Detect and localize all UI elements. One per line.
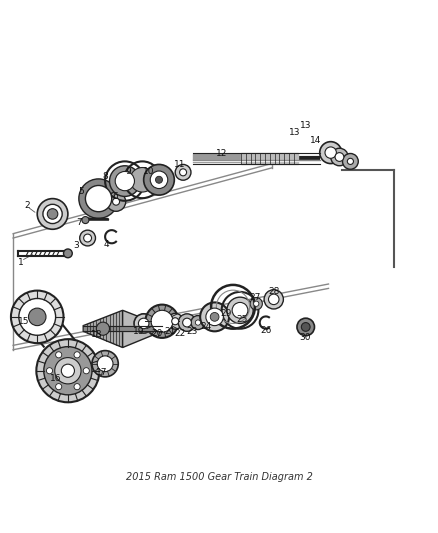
Circle shape xyxy=(46,368,53,374)
Circle shape xyxy=(79,179,118,219)
Text: 7: 7 xyxy=(76,218,82,227)
Circle shape xyxy=(301,322,310,332)
Text: 28: 28 xyxy=(268,287,279,295)
Text: 25: 25 xyxy=(237,316,248,325)
Text: 20: 20 xyxy=(151,329,162,338)
Circle shape xyxy=(183,318,191,327)
Circle shape xyxy=(11,290,64,343)
Circle shape xyxy=(85,185,112,212)
Text: 18: 18 xyxy=(91,330,102,339)
Text: 2: 2 xyxy=(25,201,30,209)
Text: 2015 Ram 1500 Gear Train Diagram 2: 2015 Ram 1500 Gear Train Diagram 2 xyxy=(126,472,312,482)
Text: 13: 13 xyxy=(289,128,300,138)
Text: 6: 6 xyxy=(112,192,118,201)
Text: 29: 29 xyxy=(220,309,231,318)
Text: 3: 3 xyxy=(74,241,80,250)
Circle shape xyxy=(56,352,62,358)
Circle shape xyxy=(155,176,162,183)
Text: 15: 15 xyxy=(18,317,29,326)
Circle shape xyxy=(28,308,46,326)
Text: 30: 30 xyxy=(300,333,311,342)
Circle shape xyxy=(175,165,191,180)
Circle shape xyxy=(297,318,314,336)
Circle shape xyxy=(130,167,155,192)
Text: 8: 8 xyxy=(102,172,108,181)
Circle shape xyxy=(134,314,153,333)
Text: 19: 19 xyxy=(133,327,145,336)
Circle shape xyxy=(254,301,259,306)
Text: 14: 14 xyxy=(310,136,321,145)
Circle shape xyxy=(74,384,80,390)
Circle shape xyxy=(37,199,68,229)
Text: 11: 11 xyxy=(174,160,185,169)
Circle shape xyxy=(80,230,95,246)
Circle shape xyxy=(82,216,89,223)
Circle shape xyxy=(150,171,168,189)
Circle shape xyxy=(144,165,174,195)
Text: 10: 10 xyxy=(143,166,155,175)
Circle shape xyxy=(331,148,348,166)
Text: 24: 24 xyxy=(200,322,212,332)
Circle shape xyxy=(64,249,72,258)
Text: 17: 17 xyxy=(96,368,107,377)
Circle shape xyxy=(115,172,134,191)
Circle shape xyxy=(206,308,223,326)
Circle shape xyxy=(84,234,92,242)
Circle shape xyxy=(151,310,173,332)
Circle shape xyxy=(97,356,113,372)
Circle shape xyxy=(83,368,89,374)
Circle shape xyxy=(210,312,219,321)
Circle shape xyxy=(178,314,196,332)
Circle shape xyxy=(55,358,81,384)
Text: 26: 26 xyxy=(261,326,272,335)
Circle shape xyxy=(167,313,183,329)
Circle shape xyxy=(61,364,74,377)
Text: 9: 9 xyxy=(125,166,131,175)
Circle shape xyxy=(19,298,56,335)
Circle shape xyxy=(268,294,279,304)
Circle shape xyxy=(36,339,99,402)
Circle shape xyxy=(110,166,140,197)
Circle shape xyxy=(74,352,80,358)
Text: 13: 13 xyxy=(300,121,311,130)
Text: 12: 12 xyxy=(215,149,227,158)
Circle shape xyxy=(47,209,58,219)
Text: 4: 4 xyxy=(104,240,109,249)
Text: 5: 5 xyxy=(78,187,84,196)
Circle shape xyxy=(250,297,262,310)
Text: 22: 22 xyxy=(175,328,186,337)
Circle shape xyxy=(195,320,201,325)
Circle shape xyxy=(106,192,126,211)
Circle shape xyxy=(96,322,110,335)
Circle shape xyxy=(191,316,205,329)
Text: 1: 1 xyxy=(18,257,24,266)
Circle shape xyxy=(320,142,342,164)
Circle shape xyxy=(335,152,344,161)
Circle shape xyxy=(138,318,149,329)
Text: 23: 23 xyxy=(186,327,198,336)
Circle shape xyxy=(325,147,336,158)
Polygon shape xyxy=(83,310,123,348)
Circle shape xyxy=(180,169,187,176)
Circle shape xyxy=(44,346,92,395)
Circle shape xyxy=(227,297,253,324)
Circle shape xyxy=(347,158,353,165)
Circle shape xyxy=(200,302,229,332)
Circle shape xyxy=(113,198,120,205)
Circle shape xyxy=(56,384,62,390)
Circle shape xyxy=(172,318,179,325)
Circle shape xyxy=(145,304,179,338)
Circle shape xyxy=(43,204,62,223)
Text: 16: 16 xyxy=(50,374,62,383)
Polygon shape xyxy=(123,310,162,348)
Circle shape xyxy=(264,290,283,309)
Circle shape xyxy=(232,302,248,318)
Circle shape xyxy=(92,351,118,377)
Circle shape xyxy=(343,154,358,169)
Text: 27: 27 xyxy=(249,293,261,302)
Text: 21: 21 xyxy=(164,327,176,336)
